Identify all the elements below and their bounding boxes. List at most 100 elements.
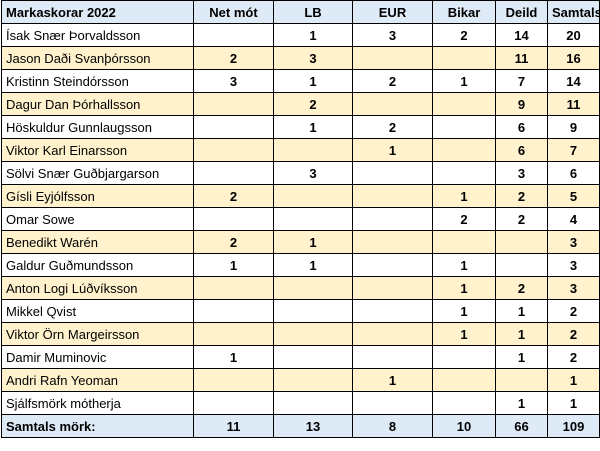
goal-count-cell: [352, 322, 433, 346]
goal-count-cell: 2: [495, 184, 548, 208]
goal-count-cell: [432, 161, 496, 185]
totals-cell: 11: [193, 414, 274, 438]
goal-count-cell: 1: [432, 184, 496, 208]
goal-count-cell: [193, 23, 274, 47]
goal-count-cell: [495, 253, 548, 277]
table-row: Andri Rafn Yeoman 1 1: [1, 368, 600, 392]
table-row: Benedikt Warén 2 1 3: [1, 230, 600, 254]
goal-count-cell: [193, 115, 274, 139]
goal-count-cell: [495, 368, 548, 392]
goal-count-cell: 20: [547, 23, 600, 47]
goal-count-cell: 1: [432, 299, 496, 323]
goal-count-cell: [193, 92, 274, 116]
goal-count-cell: 3: [352, 23, 433, 47]
player-name-cell: Anton Logi Lúðvíksson: [1, 276, 194, 300]
header-cell-lb: LB: [273, 0, 353, 24]
table-row: Kristinn Steindórsson 3 1 2 1 7 14: [1, 69, 600, 93]
totals-cell: 109: [547, 414, 600, 438]
totals-cell: 8: [352, 414, 433, 438]
player-name-cell: Galdur Guðmundsson: [1, 253, 194, 277]
goal-count-cell: 14: [547, 69, 600, 93]
goal-count-cell: 1: [495, 345, 548, 369]
goal-count-cell: 1: [352, 138, 433, 162]
goal-count-cell: 16: [547, 46, 600, 70]
table-row: Jason Daði Svanþórsson 2 3 11 16: [1, 46, 600, 70]
goal-count-cell: [352, 230, 433, 254]
table-row: Dagur Dan Þórhallsson 2 9 11: [1, 92, 600, 116]
goal-count-cell: 3: [547, 276, 600, 300]
goal-count-cell: [193, 368, 274, 392]
scorers-table: Markaskorar 2022 Net mót LB EUR Bikar De…: [1, 0, 600, 438]
goal-count-cell: [352, 391, 433, 415]
goal-count-cell: 11: [547, 92, 600, 116]
goal-count-cell: 2: [432, 23, 496, 47]
goal-count-cell: 3: [547, 253, 600, 277]
goal-count-cell: 6: [547, 161, 600, 185]
player-name-cell: Ísak Snær Þorvaldsson: [1, 23, 194, 47]
player-name-cell: Andri Rafn Yeoman: [1, 368, 194, 392]
table-row: Sölvi Snær Guðbjargarson 3 3 6: [1, 161, 600, 185]
goal-count-cell: [432, 115, 496, 139]
goal-count-cell: 2: [495, 276, 548, 300]
goal-count-cell: 1: [273, 69, 353, 93]
table-row: Sjálfsmörk mótherja 1 1: [1, 391, 600, 415]
goal-count-cell: [352, 253, 433, 277]
table-row: Galdur Guðmundsson 1 1 1 3: [1, 253, 600, 277]
goal-count-cell: 1: [432, 253, 496, 277]
goal-count-cell: 1: [273, 253, 353, 277]
totals-label: Samtals mörk:: [1, 414, 194, 438]
player-name-cell: Kristinn Steindórsson: [1, 69, 194, 93]
header-cell-samtals: Samtals: [547, 0, 600, 24]
goal-count-cell: [352, 207, 433, 231]
goal-count-cell: [193, 391, 274, 415]
goal-count-cell: 1: [547, 391, 600, 415]
goal-count-cell: 2: [193, 184, 274, 208]
goal-count-cell: [432, 345, 496, 369]
goal-count-cell: 1: [273, 230, 353, 254]
goal-count-cell: 1: [352, 368, 433, 392]
goal-count-cell: [352, 184, 433, 208]
goal-count-cell: 2: [547, 299, 600, 323]
goal-count-cell: 14: [495, 23, 548, 47]
goal-count-cell: [273, 184, 353, 208]
table-row: Viktor Örn Margeirsson 1 1 2: [1, 322, 600, 346]
totals-cell: 10: [432, 414, 496, 438]
table-row: Höskuldur Gunnlaugsson 1 2 6 9: [1, 115, 600, 139]
goal-count-cell: 2: [193, 230, 274, 254]
header-cell-deild: Deild: [495, 0, 548, 24]
player-name-cell: Höskuldur Gunnlaugsson: [1, 115, 194, 139]
goal-count-cell: [352, 299, 433, 323]
goal-count-cell: 2: [352, 69, 433, 93]
goal-count-cell: 1: [432, 69, 496, 93]
goal-count-cell: [273, 391, 353, 415]
goal-count-cell: 2: [495, 207, 548, 231]
goal-count-cell: [432, 368, 496, 392]
goal-count-cell: 3: [273, 161, 353, 185]
goal-count-cell: 9: [547, 115, 600, 139]
goal-count-cell: 2: [432, 207, 496, 231]
goal-count-cell: [352, 46, 433, 70]
player-name-cell: Jason Daði Svanþórsson: [1, 46, 194, 70]
goal-count-cell: 3: [547, 230, 600, 254]
goal-count-cell: [432, 230, 496, 254]
goal-count-cell: [432, 138, 496, 162]
goal-count-cell: [495, 230, 548, 254]
goal-count-cell: [273, 138, 353, 162]
goal-count-cell: [432, 46, 496, 70]
table-row: Damir Muminovic 1 1 2: [1, 345, 600, 369]
goal-count-cell: 3: [193, 69, 274, 93]
goal-count-cell: 1: [193, 253, 274, 277]
header-cell-title: Markaskorar 2022: [1, 0, 194, 24]
goal-count-cell: [273, 322, 353, 346]
goal-count-cell: 3: [495, 161, 548, 185]
table-row: Viktor Karl Einarsson 1 6 7: [1, 138, 600, 162]
goal-count-cell: 6: [495, 138, 548, 162]
goal-count-cell: 2: [273, 92, 353, 116]
goal-count-cell: [432, 391, 496, 415]
goal-count-cell: [352, 345, 433, 369]
goal-count-cell: [273, 207, 353, 231]
header-cell-eur: EUR: [352, 0, 433, 24]
goal-count-cell: 4: [547, 207, 600, 231]
goal-count-cell: [273, 299, 353, 323]
goal-count-cell: [193, 322, 274, 346]
